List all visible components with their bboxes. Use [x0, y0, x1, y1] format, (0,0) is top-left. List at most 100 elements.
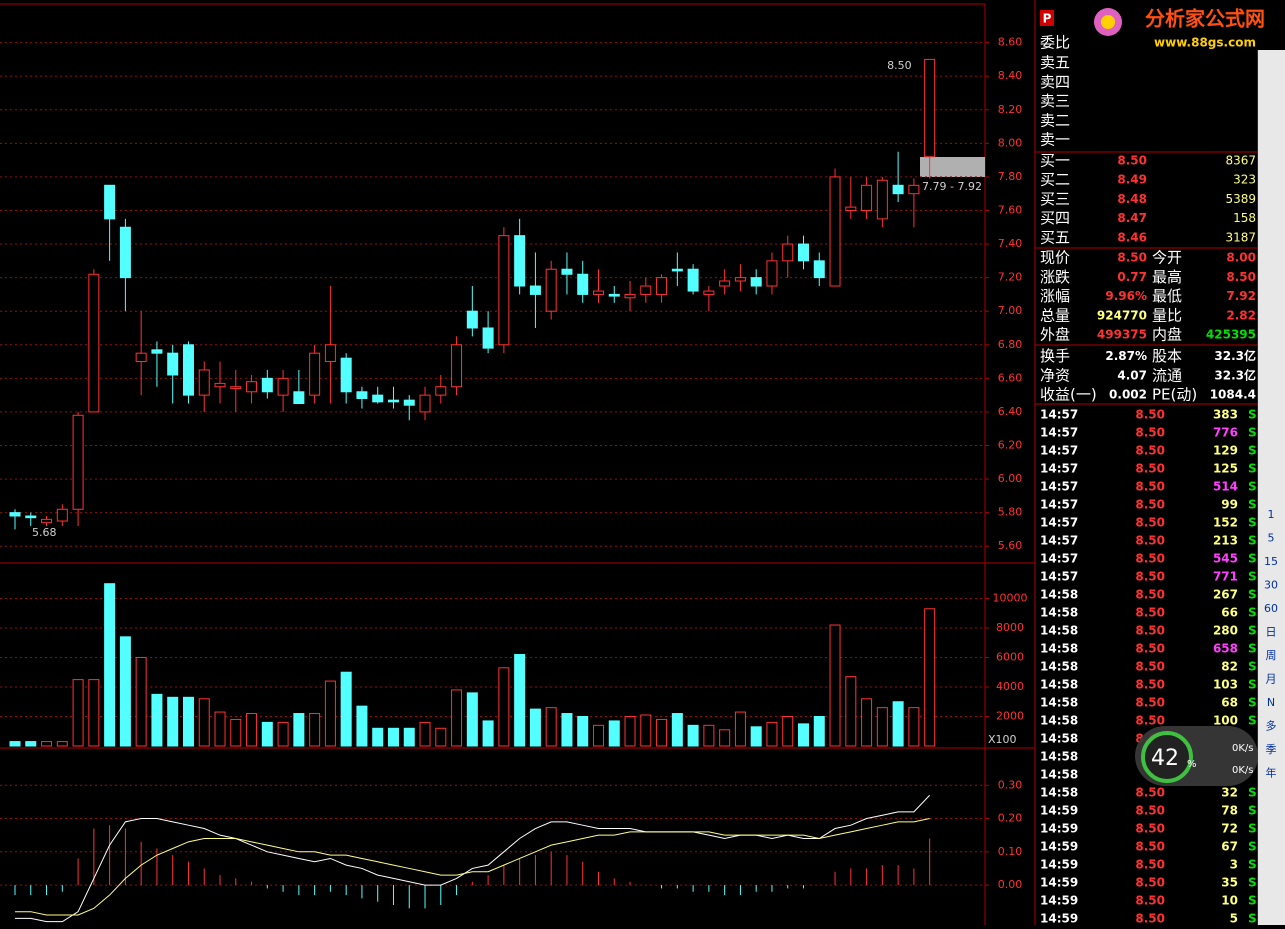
trade-time: 14:59	[1040, 858, 1078, 872]
volume-bar	[845, 676, 857, 747]
candle-body	[861, 184, 873, 211]
trade-side: S	[1248, 678, 1257, 692]
stat-label: 外盘	[1040, 326, 1070, 344]
logo-url: www.88gs.com	[1154, 36, 1256, 50]
bid-price: 8.46	[1117, 230, 1147, 244]
stat-value: 924770	[1097, 308, 1147, 322]
volume-bar	[356, 705, 368, 747]
trade-time: 14:57	[1040, 552, 1078, 566]
annotation: 7.79 - 7.92	[922, 180, 982, 193]
volume-bar	[88, 679, 100, 747]
stat-label: 净资	[1040, 366, 1070, 384]
toolbar-button[interactable]: 日	[1266, 626, 1277, 639]
toolbar-button[interactable]: 15	[1264, 555, 1278, 568]
toolbar-button[interactable]: 季	[1266, 743, 1277, 756]
trade-side: S	[1248, 570, 1257, 584]
y-tick-label: 4000	[996, 680, 1024, 693]
trade-price: 8.50	[1135, 804, 1165, 818]
speed-up: 0K/s	[1232, 743, 1254, 754]
trade-side: S	[1248, 858, 1257, 872]
candle-body	[829, 176, 841, 287]
candle-body	[372, 394, 384, 403]
trade-price: 8.50	[1135, 534, 1165, 548]
volume-bar	[41, 741, 53, 747]
toolbar-button[interactable]: 年	[1266, 766, 1277, 780]
candle-body	[782, 243, 794, 262]
stat-value: 8.50	[1226, 270, 1256, 284]
y-tick-label: 8.20	[998, 103, 1023, 116]
trade-volume: 32	[1221, 786, 1238, 800]
volume-bar	[230, 718, 242, 747]
candle-body	[324, 344, 336, 363]
toolbar-button[interactable]: 1	[1268, 508, 1275, 521]
y-tick-label: 0.20	[998, 812, 1023, 825]
trade-side: S	[1248, 606, 1257, 620]
volume-bar	[419, 721, 431, 747]
trade-volume: 129	[1213, 444, 1238, 458]
candle-body	[687, 268, 699, 292]
candle-body	[656, 277, 668, 295]
toolbar-button[interactable]: 月	[1266, 673, 1277, 686]
candle-body	[561, 268, 573, 275]
stat-value: 2.82	[1226, 308, 1256, 322]
candle-body	[198, 369, 210, 396]
trade-price: 8.50	[1135, 822, 1165, 836]
trade-volume: 267	[1213, 588, 1238, 602]
trade-volume: 10	[1221, 894, 1238, 908]
candle-body	[387, 399, 399, 403]
volume-bar	[214, 711, 226, 747]
macd-line	[15, 794, 931, 923]
y-tick-label: 6.80	[998, 338, 1023, 351]
toolbar-button[interactable]: 60	[1264, 602, 1278, 615]
candle-body	[214, 382, 226, 388]
trade-time: 14:57	[1040, 444, 1078, 458]
trade-side: S	[1248, 426, 1257, 440]
toolbar-button[interactable]: 30	[1264, 579, 1278, 592]
candle-body	[734, 277, 746, 282]
trade-side: S	[1248, 786, 1257, 800]
toolbar-button[interactable]: 周	[1266, 649, 1277, 662]
candle-body	[9, 512, 21, 517]
volume-bar	[813, 715, 825, 747]
trade-side: S	[1248, 624, 1257, 638]
trade-price: 8.50	[1135, 408, 1165, 422]
badge-text: P	[1043, 12, 1052, 26]
candle-body	[892, 184, 904, 195]
trade-side: S	[1248, 498, 1257, 512]
candle-body	[876, 179, 888, 220]
trade-side: S	[1248, 588, 1257, 602]
stat-label: 量比	[1152, 306, 1182, 324]
trade-time: 14:57	[1040, 426, 1078, 440]
candle-body	[88, 273, 100, 413]
stat-value: 4.07	[1117, 368, 1147, 382]
stat-label: 收益(一)	[1040, 386, 1097, 404]
trade-time: 14:58	[1040, 660, 1078, 674]
volume-bar	[908, 707, 920, 747]
ask-label: 卖一	[1040, 131, 1070, 149]
candle-body	[845, 206, 857, 211]
stat-label: 内盘	[1152, 326, 1182, 344]
y-tick-label: 7.40	[998, 237, 1023, 250]
candle-body	[671, 268, 683, 272]
volume-bar	[309, 713, 321, 747]
volume-bar	[277, 721, 289, 747]
trade-time: 14:58	[1040, 588, 1078, 602]
trade-volume: 125	[1213, 462, 1238, 476]
toolbar-button[interactable]: 多	[1266, 719, 1277, 733]
candle-body	[261, 377, 273, 393]
toolbar-button[interactable]: 5	[1268, 532, 1275, 545]
y-tick-label: 5.80	[998, 506, 1023, 519]
volume-bar	[25, 741, 37, 747]
trade-side: S	[1248, 552, 1257, 566]
trade-time: 14:57	[1040, 516, 1078, 530]
candle-body	[498, 235, 510, 346]
trade-volume: 152	[1213, 516, 1238, 530]
volume-bar	[293, 713, 305, 747]
volume-bar	[466, 692, 478, 747]
stat-label: 最高	[1152, 268, 1182, 286]
trade-side: S	[1248, 840, 1257, 854]
trade-side: S	[1248, 804, 1257, 818]
candle-body	[72, 414, 84, 510]
toolbar-button[interactable]: N	[1267, 696, 1275, 709]
